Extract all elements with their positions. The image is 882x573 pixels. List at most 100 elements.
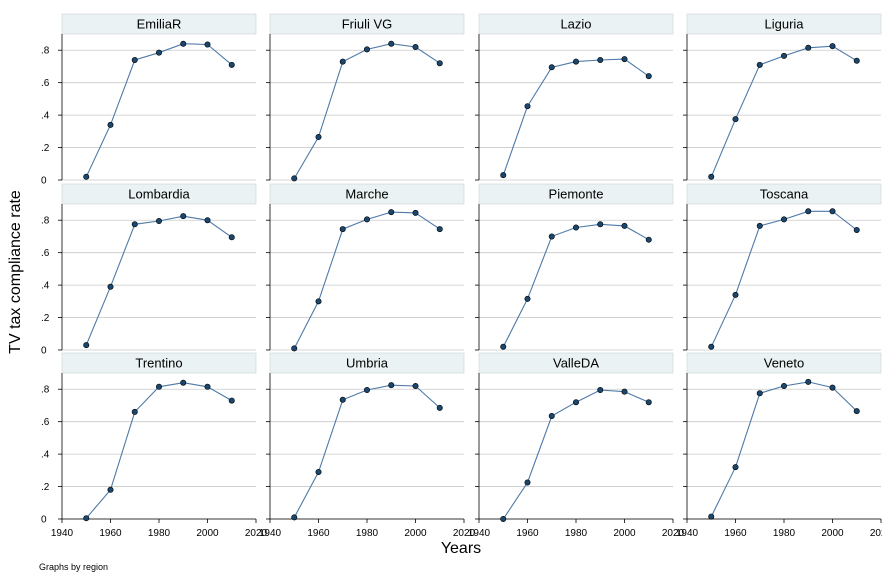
data-point (621, 56, 628, 63)
data-point (131, 408, 138, 415)
data-point (436, 226, 443, 233)
x-tick-label: 1980 (356, 528, 379, 539)
series-line (710, 381, 858, 517)
panel-marche: Marche (266, 183, 465, 352)
series-line (710, 45, 858, 178)
data-point (548, 233, 555, 240)
y-tick-label: .4 (41, 111, 50, 122)
series-line (502, 223, 650, 348)
data-point (83, 173, 90, 180)
panel-friuli-vg: Friuli VG (266, 13, 465, 182)
panel-umbria: Umbria 1940 1960 1980 2000 2020 (259, 352, 476, 539)
data-point (339, 396, 346, 403)
data-point (204, 383, 211, 390)
panel-strip (478, 13, 674, 35)
data-point (107, 283, 114, 290)
data-point (853, 57, 860, 64)
data-point (500, 172, 507, 179)
data-point (315, 134, 322, 141)
data-point (732, 116, 739, 123)
data-point (756, 61, 763, 68)
data-point (436, 60, 443, 67)
data-point (315, 298, 322, 305)
x-tick-label: 2000 (404, 528, 427, 539)
x-tick-label: 1980 (773, 528, 796, 539)
data-point (156, 218, 163, 225)
data-point (500, 343, 507, 350)
panel-veneto: Veneto 1940 1960 1980 2000 2020 (676, 352, 882, 539)
data-point (107, 486, 114, 493)
panel-strip (269, 352, 465, 374)
data-point (131, 221, 138, 228)
graph-note: Graphs by region (39, 562, 108, 572)
data-point (597, 221, 604, 228)
x-tick-label: 1980 (565, 528, 588, 539)
data-point (412, 382, 419, 389)
x-tick-label: 2020 (870, 528, 882, 539)
data-point (388, 40, 395, 47)
panel-strip (686, 183, 882, 205)
data-point (228, 234, 235, 241)
panel-toscana: Toscana (683, 183, 882, 351)
data-point (645, 399, 652, 406)
panel-trentino: Trentino 0 .2 .4 .6 .8 1940 1960 1980 2000 2020 (41, 352, 268, 539)
data-point (853, 408, 860, 415)
data-point (363, 387, 370, 394)
data-point (315, 468, 322, 475)
data-point (756, 222, 763, 229)
series-line (293, 43, 441, 179)
data-point (388, 209, 395, 216)
data-point (204, 217, 211, 224)
x-tick-label: 1980 (148, 528, 171, 539)
panel-strip (61, 13, 257, 35)
data-point (412, 43, 419, 50)
panel-title: EmiliaR (137, 17, 182, 32)
y-tick-label: .8 (41, 46, 50, 57)
panel-strip (269, 13, 465, 35)
data-point (853, 226, 860, 233)
data-point (156, 383, 163, 390)
data-point (107, 121, 114, 128)
data-point (524, 295, 531, 302)
data-point (412, 209, 419, 216)
y-tick-label: 0 (41, 515, 47, 526)
data-point (180, 213, 187, 220)
panel-emiliar: EmiliaR 0 .2 .4 .6 .8 (41, 13, 257, 187)
y-tick-label: .2 (41, 482, 50, 493)
panel-title: Toscana (760, 187, 809, 202)
y-tick-label: .6 (41, 248, 50, 259)
data-point (645, 73, 652, 80)
data-point (805, 208, 812, 215)
data-point (805, 378, 812, 385)
series-line (85, 215, 233, 346)
panel-liguria: Liguria (683, 13, 882, 181)
data-point (83, 342, 90, 349)
x-tick-label: 1940 (468, 528, 491, 539)
data-point (131, 56, 138, 63)
data-point (363, 46, 370, 53)
series-line (502, 58, 650, 176)
panel-lazio: Lazio (475, 13, 674, 181)
series-line (710, 210, 858, 348)
panel-strip (61, 352, 257, 374)
x-tick-label: 1960 (516, 528, 539, 539)
data-point (572, 58, 579, 65)
data-point (291, 514, 298, 521)
y-tick-label: .8 (41, 216, 50, 227)
data-point (756, 390, 763, 397)
data-point (180, 40, 187, 47)
data-point (780, 382, 787, 389)
series-line (85, 43, 233, 178)
series-line (293, 384, 441, 518)
x-tick-label: 2020 (245, 528, 268, 539)
data-point (829, 208, 836, 215)
x-tick-label: 2000 (821, 528, 844, 539)
y-axis-title: TV tax compliance rate (7, 190, 24, 354)
data-point (180, 379, 187, 386)
x-tick-label: 1940 (51, 528, 74, 539)
panel-strip (269, 183, 465, 205)
y-tick-label: .2 (41, 143, 50, 154)
data-point (363, 216, 370, 223)
y-tick-label: .6 (41, 417, 50, 428)
